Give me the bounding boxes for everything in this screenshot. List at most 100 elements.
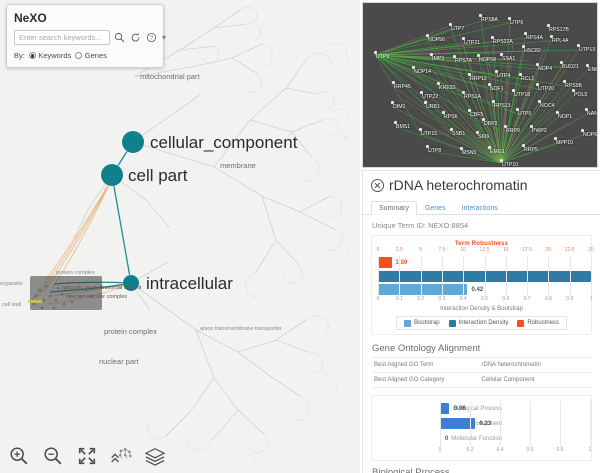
gene-node-dot[interactable] (453, 55, 456, 58)
radio-option-genes[interactable]: Genes (75, 51, 107, 60)
gene-node-dot[interactable] (477, 54, 480, 57)
gene-node-dot[interactable] (504, 125, 507, 128)
gene-node-dot[interactable] (547, 24, 550, 27)
gene-node-dot[interactable] (556, 111, 559, 114)
gene-node-dot[interactable] (462, 91, 465, 94)
gene-node-dot[interactable] (430, 53, 433, 56)
tab-genes[interactable]: Genes (424, 205, 446, 212)
gene-node-dot[interactable] (412, 66, 415, 69)
axis-tick: 17.5 (522, 247, 532, 253)
zoom-in-icon[interactable] (8, 445, 30, 467)
ontology-network-graphic (28, 6, 351, 467)
gene-node-dot[interactable] (420, 91, 423, 94)
gridline (399, 256, 401, 296)
gene-node-dot[interactable] (508, 17, 511, 20)
gridline (440, 401, 441, 447)
axis-tick: 12.5 (479, 247, 490, 253)
onto-node-cell-part[interactable] (101, 164, 123, 186)
gene-node-dot[interactable] (500, 53, 503, 56)
go-term-value: rDNA heterochromatin (481, 362, 541, 368)
gene-node-dot[interactable] (392, 81, 395, 84)
gene-node-dot[interactable] (460, 147, 463, 150)
ontology-network-canvas[interactable]: cellular_component cell part intracellul… (0, 0, 360, 473)
axis-tick: 5 (419, 247, 422, 253)
gene-node-dot[interactable] (449, 23, 452, 26)
gene-node-dot[interactable] (554, 137, 557, 140)
radio-option-keywords[interactable]: Keywords (28, 51, 71, 60)
zoom-out-icon[interactable] (42, 445, 64, 467)
gene-node-dot[interactable] (572, 89, 575, 92)
axis-tick: 0 (438, 447, 442, 453)
go-bar-label-cc: Cellular Component (448, 420, 502, 427)
gene-node-dot[interactable] (450, 128, 453, 131)
gene-node-dot[interactable] (426, 34, 429, 37)
axis-tick: 1 (588, 447, 592, 453)
gene-node-dot[interactable] (563, 80, 566, 83)
gene-node-dot[interactable] (476, 131, 479, 134)
gene-node-dot[interactable] (479, 14, 482, 17)
fit-screen-icon[interactable] (76, 445, 98, 467)
reset-icon[interactable] (129, 31, 142, 44)
gene-node-dot[interactable] (550, 35, 553, 38)
zoom-selected-icon[interactable] (110, 445, 132, 467)
help-icon[interactable]: ? (145, 31, 158, 44)
gene-node-dot[interactable] (536, 63, 539, 66)
gene-node-dot[interactable] (524, 32, 527, 35)
gene-node-dot[interactable] (488, 146, 491, 149)
gene-node-dot[interactable] (426, 145, 429, 148)
axis-tick: 0.6 (502, 296, 510, 302)
chevron-down-icon[interactable]: ▾ (162, 33, 167, 42)
page-title: rDNA heterochromatin (389, 177, 528, 193)
onto-node-cellular-component[interactable] (122, 131, 144, 153)
gene-node-dot[interactable] (462, 37, 465, 40)
gene-node-dot[interactable] (585, 108, 588, 111)
gene-node-dot[interactable] (500, 159, 503, 162)
tab-interactions[interactable]: Interactions (461, 205, 498, 212)
gene-node-dot[interactable] (530, 125, 533, 128)
gene-node-dot[interactable] (581, 129, 584, 132)
gene-node-dot[interactable] (437, 82, 440, 85)
gene-interaction-network[interactable]: UTP9 NOP56 UTP7 RPS8A UTP6 RPS17B UTP21 RPS22A R… (362, 2, 598, 168)
gene-node-dot[interactable] (419, 128, 422, 131)
details-header: rDNA heterochromatin (363, 171, 600, 196)
gene-node-dot[interactable] (442, 111, 445, 114)
go-alignment-table: Best Aligned GO Term rDNA heterochromati… (371, 357, 592, 388)
search-icon[interactable] (113, 31, 126, 44)
gene-node-dot[interactable] (394, 121, 397, 124)
gene-node-dot[interactable] (586, 64, 589, 67)
gene-node-dot[interactable] (560, 61, 563, 64)
gene-node-dot[interactable] (482, 118, 485, 121)
go-alignment-heading: Gene Ontology Alignment (372, 343, 481, 354)
gene-node-dot[interactable] (512, 89, 515, 92)
gene-node-dot[interactable] (374, 51, 377, 54)
robustness-chart: Term Robustness 0 2.5 5 7.5 10 12.5 15 17.5 20 22… (371, 235, 594, 335)
gene-node-dot[interactable] (536, 83, 539, 86)
search-input[interactable] (14, 30, 110, 45)
gene-node-dot[interactable] (424, 101, 427, 104)
gene-node-dot[interactable] (492, 100, 495, 103)
gene-node-dot[interactable] (519, 73, 522, 76)
gene-node-dot[interactable] (577, 44, 580, 47)
network-toolbar (8, 445, 166, 467)
onto-node-intracellular[interactable] (123, 275, 139, 291)
gridline (463, 256, 465, 296)
axis-tick: 0.6 (526, 447, 534, 453)
gene-node-dot[interactable] (468, 73, 471, 76)
gene-node-dot[interactable] (538, 100, 541, 103)
radio-keywords[interactable] (28, 52, 36, 59)
radio-genes[interactable] (75, 52, 83, 59)
gene-node-dot[interactable] (522, 144, 525, 147)
bar-bootstrap (378, 284, 468, 295)
search-by-row: By: Keywords Genes (14, 51, 156, 60)
legend-item-interaction-density: Interaction Density (448, 319, 508, 327)
gene-node-dot[interactable] (488, 83, 491, 86)
gene-node-dot[interactable] (495, 70, 498, 73)
close-icon[interactable] (371, 178, 384, 192)
gene-node-dot[interactable] (391, 101, 394, 104)
gene-node-dot[interactable] (468, 109, 471, 112)
gene-node-dot[interactable] (522, 45, 525, 48)
gene-node-dot[interactable] (491, 36, 494, 39)
tab-summary[interactable]: Summary (371, 201, 417, 215)
layers-icon[interactable] (144, 445, 166, 467)
gene-node-dot[interactable] (516, 108, 519, 111)
